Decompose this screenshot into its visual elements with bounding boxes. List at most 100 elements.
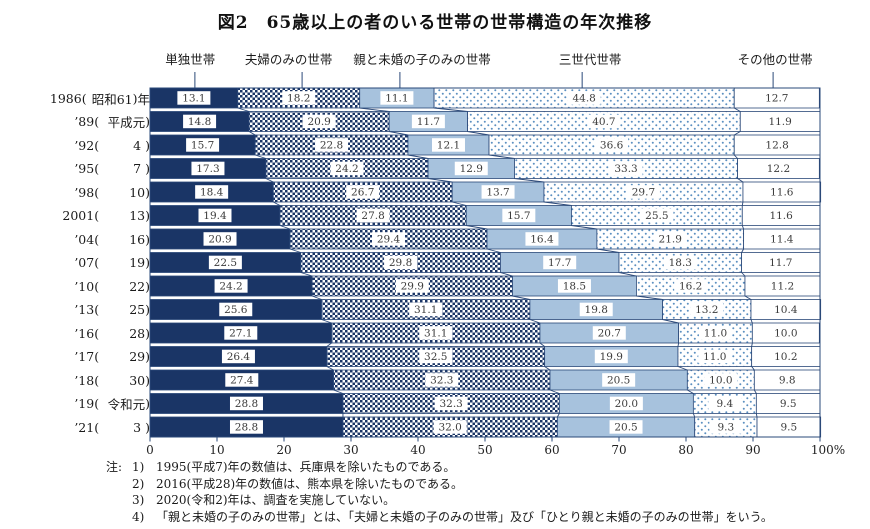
value-label: 33.3 xyxy=(614,163,637,175)
value-label-box xyxy=(663,255,697,270)
year-label-row: ’98(10) xyxy=(74,184,150,200)
value-label: 18.2 xyxy=(287,93,310,105)
value-label-box xyxy=(481,185,515,199)
connector-line xyxy=(753,389,757,394)
year-label-row: ’92(4 ) xyxy=(74,137,150,153)
connector-line xyxy=(300,272,313,277)
value-label: 11.9 xyxy=(768,116,791,128)
legend-label: 単独世帯 xyxy=(165,52,215,67)
axis-tick-label: 80 xyxy=(678,443,693,457)
year-label-row: ’16(28) xyxy=(74,325,150,341)
value-label: 29.9 xyxy=(401,281,424,293)
value-label: 28.8 xyxy=(235,398,258,410)
value-label-box xyxy=(769,349,803,364)
value-label-box xyxy=(557,279,591,293)
value-label-box xyxy=(380,91,414,105)
connector-line xyxy=(571,225,597,230)
chart-title: 図2 65歳以上の者のいる世帯の世帯構造の年次推移 xyxy=(217,13,653,33)
connector-line xyxy=(744,295,752,300)
value-label-box xyxy=(595,138,629,152)
note-line: 注: 1) 1995(平成7)年の数値は、兵庫県を除いたものである。 xyxy=(106,460,456,474)
connector-line xyxy=(273,201,281,206)
value-label: 15.7 xyxy=(191,140,214,152)
value-label: 11.7 xyxy=(417,116,440,128)
year-label-row: ’13(25) xyxy=(74,302,150,317)
value-label-box xyxy=(411,114,445,129)
value-label: 24.2 xyxy=(335,163,358,175)
value-label: 11.6 xyxy=(770,187,794,199)
connector-line xyxy=(512,295,530,300)
value-label: 20.5 xyxy=(607,375,630,387)
axis-tick-label: 100% xyxy=(811,443,845,457)
value-label-box xyxy=(315,138,349,152)
connector-line xyxy=(544,366,551,371)
value-label: 11.4 xyxy=(770,234,794,246)
value-label: 20.7 xyxy=(598,328,621,340)
value-label-box xyxy=(502,208,536,223)
bar-row: 13.1 18.2 11.1 44.8 12.7 xyxy=(149,87,820,109)
year-label-row: ’19(令和元) xyxy=(74,396,150,412)
value-label-box xyxy=(640,208,674,223)
connector-line xyxy=(333,389,344,394)
value-label-box xyxy=(425,373,459,387)
legend-label: 親と未婚の子のみの世帯 xyxy=(353,52,491,67)
connector-line xyxy=(751,342,753,347)
value-label-box xyxy=(764,255,798,270)
connector-line xyxy=(326,342,332,347)
connector-line xyxy=(543,201,572,206)
value-label-box xyxy=(419,349,453,364)
value-label-box xyxy=(219,302,253,317)
value-label-box xyxy=(525,232,559,246)
value-label: 9.5 xyxy=(780,422,797,434)
value-label-box xyxy=(225,373,259,387)
value-label-box xyxy=(594,349,628,364)
note-line: 2) 2016(平成28)年の数値は、熊本県を除いたものである。 xyxy=(132,476,464,491)
value-label: 32.3 xyxy=(439,398,462,410)
connector-line xyxy=(466,225,488,230)
connector-line xyxy=(737,178,744,183)
value-label: 12.2 xyxy=(767,163,790,175)
value-label: 14.8 xyxy=(188,116,211,128)
value-label: 21.9 xyxy=(659,234,682,246)
bar-row: 18.4 26.7 13.7 29.7 11.6 xyxy=(149,181,822,203)
value-label: 36.6 xyxy=(600,140,624,152)
value-label-box xyxy=(760,91,794,105)
connector-line xyxy=(407,154,429,159)
value-label-box xyxy=(419,326,453,340)
value-label: 25.5 xyxy=(645,210,668,222)
chart-area: 単独世帯 夫婦のみの世帯 親と未婚の子のみの世帯 三世代世帯 その他の世帯 13.1 18.… xyxy=(0,50,870,462)
value-label-box xyxy=(221,349,255,364)
value-label: 10.0 xyxy=(709,375,732,387)
value-label: 13.1 xyxy=(182,93,205,105)
value-label: 12.9 xyxy=(460,163,483,175)
value-label-box xyxy=(183,114,217,129)
value-label: 31.1 xyxy=(414,304,437,316)
value-label-box xyxy=(579,302,613,317)
value-label: 9.5 xyxy=(780,398,797,410)
value-label-box xyxy=(346,185,380,199)
value-label-box xyxy=(191,161,225,176)
value-label: 26.7 xyxy=(351,187,374,199)
value-label-box xyxy=(434,396,468,411)
value-label-box xyxy=(384,255,418,270)
connector-line xyxy=(677,366,688,371)
connector-line xyxy=(326,366,334,371)
connector-line xyxy=(549,389,560,394)
value-label: 22.5 xyxy=(214,257,237,269)
value-label-box xyxy=(764,208,798,223)
bar-row: 27.4 32.3 20.5 10.0 9.8 xyxy=(149,369,821,391)
connector-line xyxy=(734,131,741,136)
value-label: 27.1 xyxy=(229,328,252,340)
axis-tick-label: 50 xyxy=(477,443,492,457)
value-label-box xyxy=(372,232,406,246)
connector-line xyxy=(687,389,694,394)
connector-line xyxy=(755,413,758,418)
value-label-box xyxy=(690,302,724,317)
connector-line xyxy=(618,272,637,277)
connector-line xyxy=(467,131,490,136)
connector-line xyxy=(741,248,745,253)
value-label: 11.7 xyxy=(769,257,792,269)
value-label: 25.6 xyxy=(224,304,248,316)
value-label-box xyxy=(409,302,443,317)
value-label-box xyxy=(769,326,803,340)
